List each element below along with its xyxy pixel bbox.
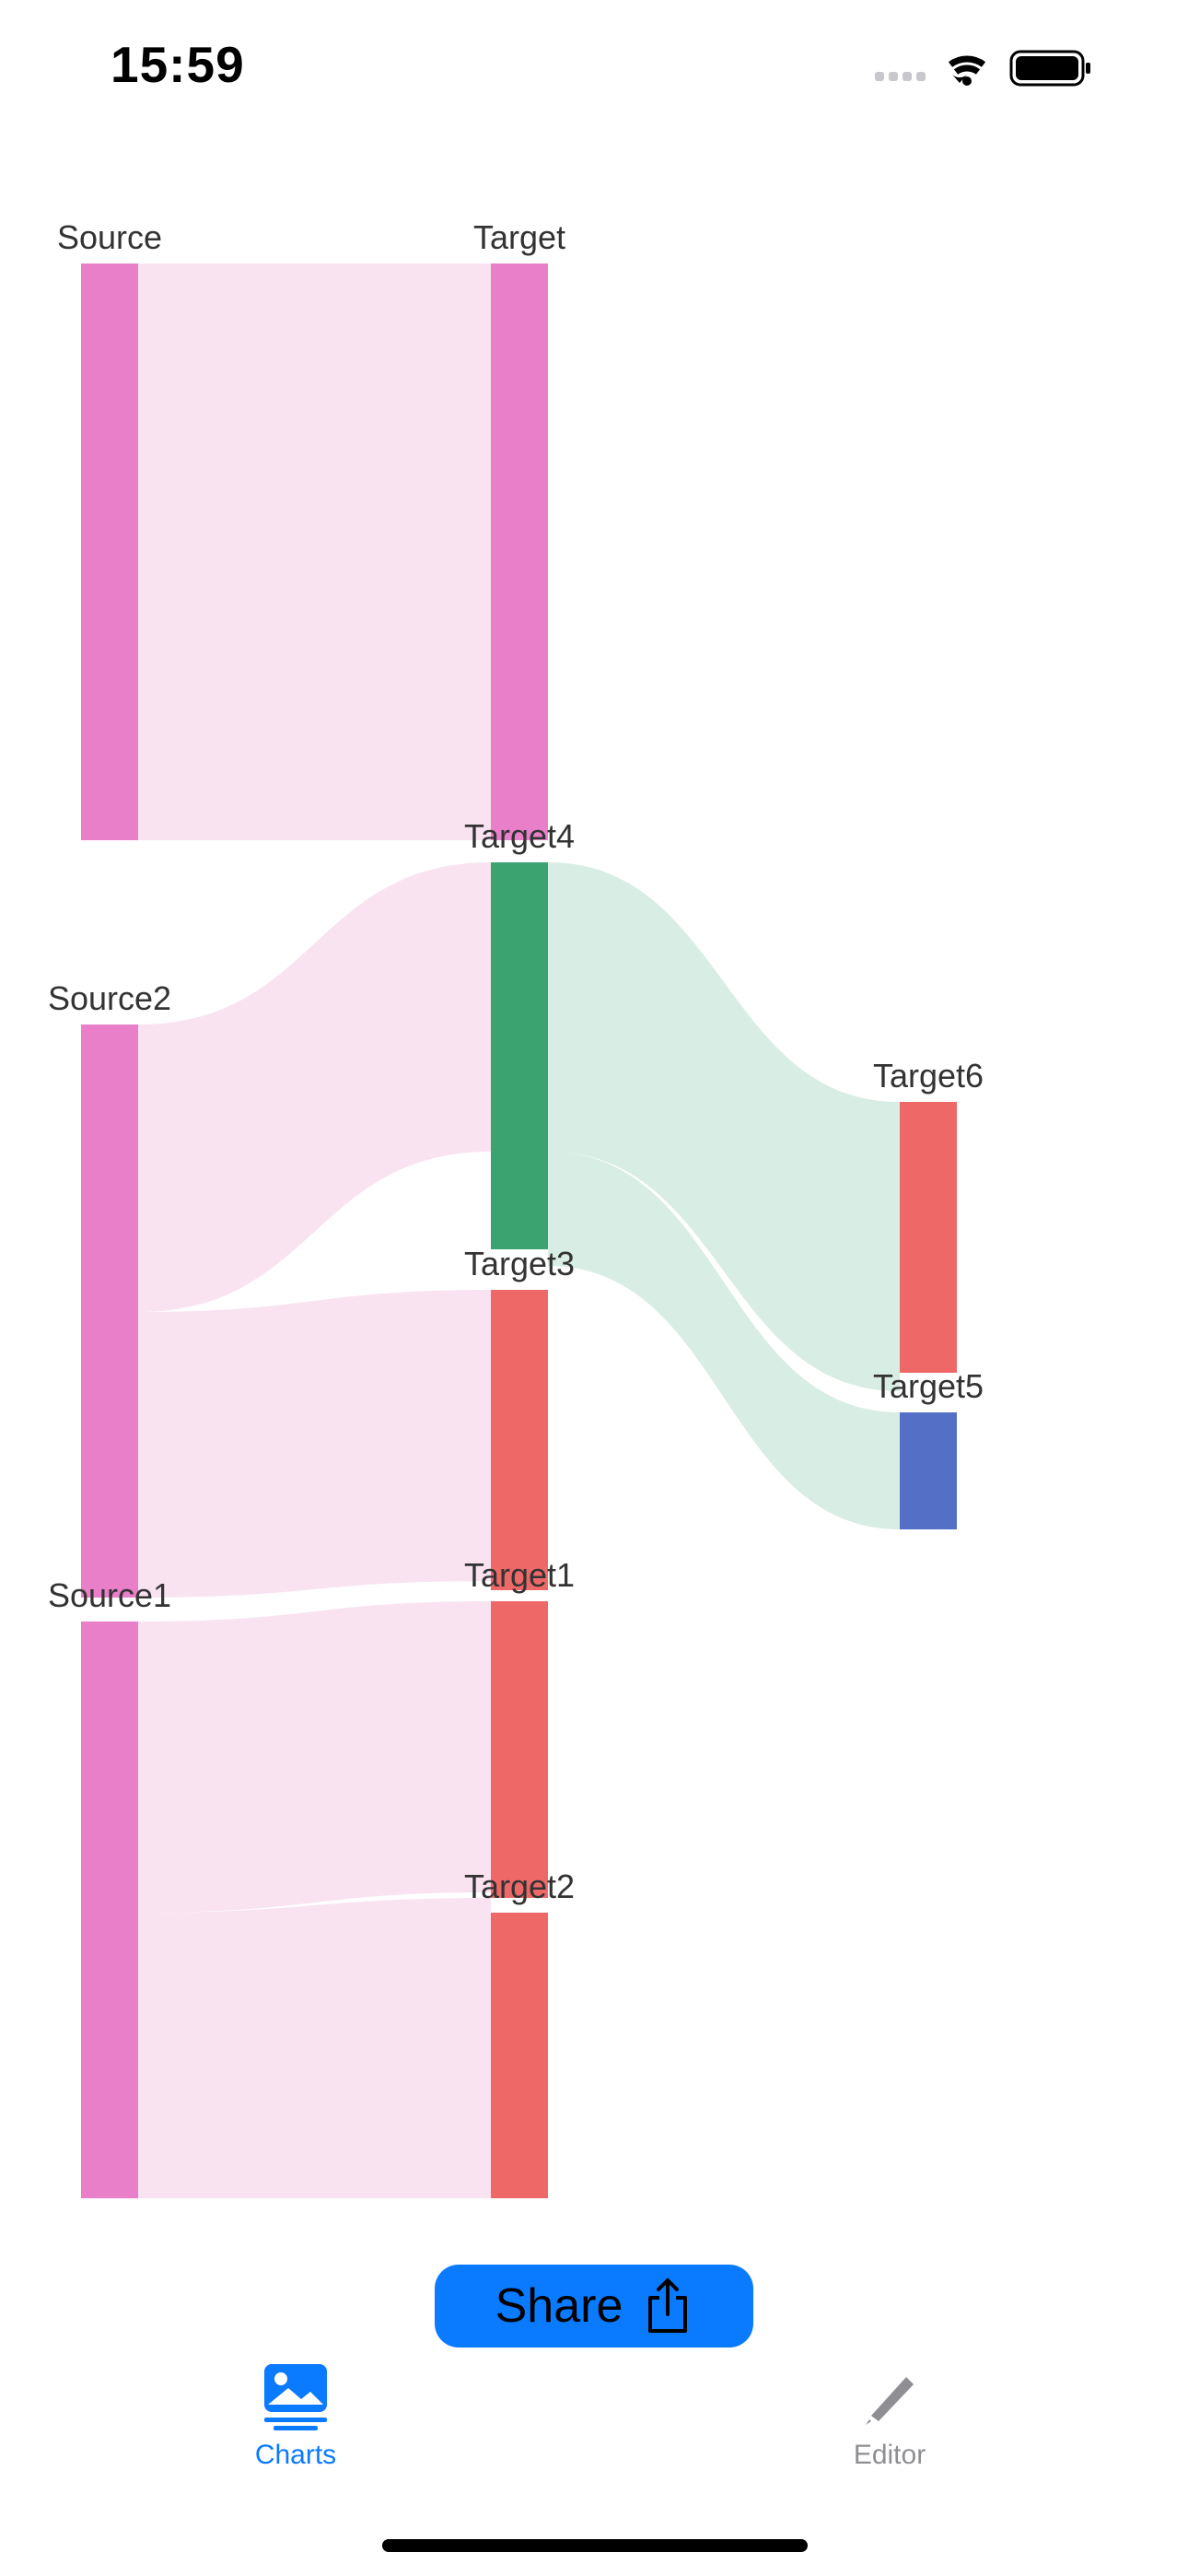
sankey-links [138, 263, 900, 2198]
share-icon [648, 2278, 688, 2333]
battery-icon [1009, 50, 1090, 87]
node-target1 [491, 1601, 548, 1898]
node-source [81, 263, 138, 840]
pencil-icon [866, 2377, 914, 2425]
link-source1-target2 [138, 1898, 491, 2198]
tab-editor[interactable]: Editor [779, 2359, 1000, 2488]
link-target4-target6 [548, 862, 900, 1391]
node-label-target1: Target1 [464, 1556, 575, 1594]
link-target3-target5 [548, 1152, 900, 1529]
node-label-target5: Target5 [873, 1367, 984, 1405]
node-source1 [81, 1622, 138, 2198]
node-target4 [491, 862, 548, 1249]
node-label-target3: Target3 [464, 1245, 575, 1282]
cellular-signal-icon [875, 72, 926, 81]
node-label-target2: Target2 [464, 1868, 575, 1905]
link-source2-target4 [138, 862, 491, 1312]
status-icons [875, 50, 1090, 87]
link-source2-target3 [138, 1290, 491, 1598]
tab-charts-label: Charts [254, 2440, 337, 2470]
link-source1-target1 [138, 1601, 491, 1913]
tab-bar: Charts Editor [0, 2340, 1188, 2488]
node-label-source: Source [57, 218, 162, 256]
photo-icon [264, 2364, 327, 2430]
share-button[interactable]: Share [435, 2265, 753, 2348]
node-target6 [900, 1102, 957, 1373]
status-bar: 15:59 [0, 0, 1188, 129]
node-source2 [81, 1025, 138, 1598]
tab-editor-label: Editor [853, 2440, 926, 2470]
status-time: 15:59 [111, 36, 245, 93]
node-label-target: Target [473, 218, 565, 256]
node-label-source1: Source1 [48, 1576, 171, 1614]
node-target2 [491, 1913, 548, 2198]
home-indicator [382, 2539, 808, 2552]
sankey-nodes: Source Target Source2 Source1 Target4 Target3… [48, 218, 984, 2198]
tab-charts[interactable]: Charts [185, 2359, 406, 2488]
link-source-target [138, 263, 491, 840]
node-target [491, 263, 548, 840]
wifi-icon [948, 55, 986, 86]
sankey-chart: Source Target Source2 Source1 Target4 Target3… [48, 218, 984, 2198]
node-target3 [491, 1290, 548, 1590]
node-label-target6: Target6 [873, 1057, 984, 1095]
share-button-label: Share [495, 2279, 623, 2333]
node-target5 [900, 1412, 957, 1529]
node-label-target4: Target4 [464, 817, 575, 855]
node-label-source2: Source2 [48, 979, 171, 1017]
